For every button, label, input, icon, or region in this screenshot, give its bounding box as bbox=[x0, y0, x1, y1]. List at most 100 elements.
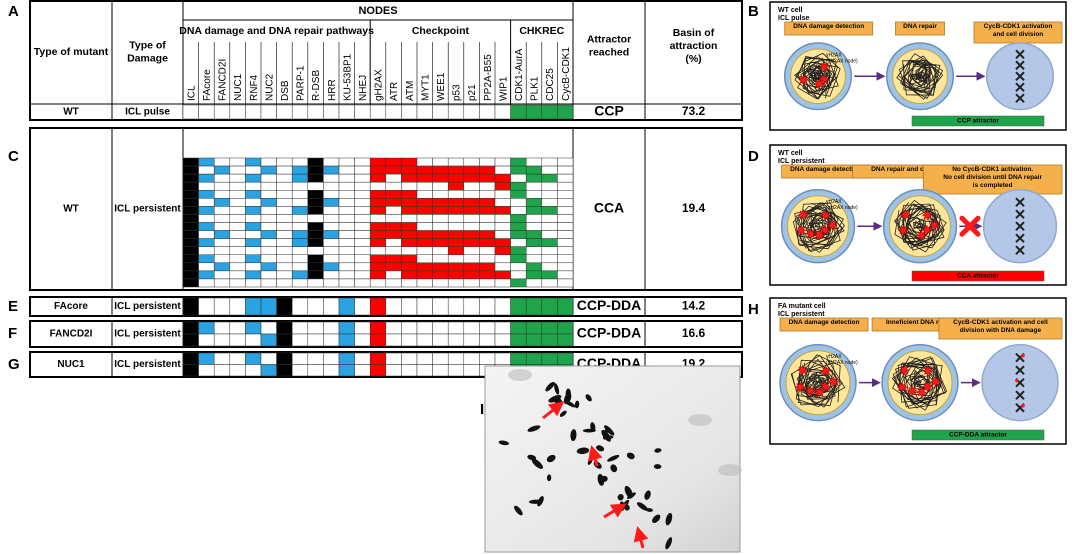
state-cell bbox=[369, 165, 387, 175]
state-cell bbox=[463, 321, 480, 335]
cell-type: WT cell bbox=[778, 7, 803, 14]
state-cell bbox=[479, 222, 496, 231]
state-cell bbox=[416, 254, 433, 264]
state-cell bbox=[369, 321, 387, 335]
state-cell bbox=[213, 254, 231, 264]
state-cell bbox=[229, 246, 246, 255]
state-cell bbox=[323, 297, 340, 316]
attractor: CCP-DDA bbox=[577, 325, 642, 341]
state-cell bbox=[510, 157, 527, 167]
state-cell bbox=[323, 352, 340, 365]
state-cell bbox=[323, 254, 340, 264]
state-cell bbox=[338, 333, 355, 347]
state-cell bbox=[245, 254, 262, 264]
node-label: HRR bbox=[327, 79, 338, 101]
state-cell bbox=[245, 190, 262, 199]
step-label: DNA damage detection bbox=[789, 319, 860, 326]
damage-spot bbox=[827, 375, 840, 388]
chromosome-blob bbox=[610, 464, 618, 473]
state-cell bbox=[479, 270, 496, 280]
damage-spot bbox=[906, 385, 918, 397]
state-cell bbox=[494, 246, 511, 255]
state-cell bbox=[401, 181, 418, 191]
label: Basin of bbox=[673, 27, 715, 39]
chromosome-blob bbox=[652, 514, 661, 523]
state-cell bbox=[291, 364, 309, 377]
state-cell bbox=[510, 278, 527, 288]
state-cell bbox=[416, 157, 433, 167]
damage-spot bbox=[813, 229, 826, 242]
state-cell bbox=[276, 104, 293, 120]
chromatin bbox=[900, 58, 939, 95]
state-cell bbox=[229, 206, 246, 215]
node-label: CycB-CDK1 bbox=[561, 47, 572, 101]
state-cell bbox=[479, 352, 496, 365]
state-cell bbox=[323, 222, 340, 231]
state-cell bbox=[432, 181, 449, 191]
state-cell bbox=[385, 352, 402, 365]
state-cell bbox=[307, 157, 324, 167]
state-cell bbox=[229, 104, 246, 120]
panel-letter: F bbox=[8, 325, 17, 342]
state-cell bbox=[260, 246, 277, 255]
state-cell bbox=[260, 214, 277, 223]
state-cell bbox=[198, 270, 215, 280]
state-cell bbox=[307, 364, 324, 377]
state-cell bbox=[245, 297, 262, 316]
state-cell bbox=[245, 214, 262, 223]
row-frame bbox=[29, 320, 743, 348]
chromosome-blob bbox=[602, 435, 614, 440]
state-cell bbox=[557, 321, 574, 335]
state-cell bbox=[557, 198, 574, 207]
state-cell bbox=[229, 230, 246, 239]
state-cell bbox=[260, 104, 277, 120]
damage-spot bbox=[915, 386, 928, 399]
step-box bbox=[895, 21, 945, 36]
state-cell bbox=[385, 157, 402, 167]
state-cell bbox=[541, 321, 558, 335]
state-cell bbox=[307, 206, 324, 215]
state-cell bbox=[245, 321, 262, 335]
damage-spot bbox=[929, 375, 942, 388]
state-cell bbox=[541, 214, 558, 223]
state-cell bbox=[510, 198, 527, 207]
annotation: γH2AX bbox=[826, 354, 842, 360]
state-cell bbox=[323, 333, 340, 347]
state-cell bbox=[198, 238, 215, 247]
damage: ICL persistent bbox=[114, 204, 181, 215]
mutant: FAcore bbox=[54, 301, 88, 312]
chromosome-blob bbox=[644, 490, 651, 500]
label: reached bbox=[589, 46, 629, 58]
state-cell bbox=[229, 157, 246, 167]
state-cell bbox=[494, 352, 511, 365]
state-cell bbox=[338, 254, 355, 264]
chromosome-blob bbox=[585, 394, 592, 402]
state-cell bbox=[276, 165, 293, 175]
damage-spot bbox=[797, 208, 810, 221]
state-cell bbox=[479, 173, 496, 183]
state-cell bbox=[557, 262, 574, 272]
state-cell bbox=[401, 262, 418, 272]
state-cell bbox=[432, 364, 449, 377]
state-cell bbox=[369, 352, 387, 365]
chromosome bbox=[1015, 60, 1025, 70]
damage-spot bbox=[818, 61, 831, 73]
step-label: is completed bbox=[973, 182, 1013, 189]
state-cell bbox=[385, 173, 402, 183]
state-cell bbox=[494, 297, 511, 316]
state-cell bbox=[307, 321, 324, 335]
state-cell bbox=[229, 254, 246, 264]
row-frame bbox=[29, 127, 743, 291]
state-cell bbox=[276, 206, 293, 215]
state-cell bbox=[354, 198, 371, 207]
step-label: division with DNA damage bbox=[960, 327, 1042, 334]
state-cell bbox=[369, 262, 387, 272]
state-cell bbox=[432, 230, 449, 239]
cell-type: WT cell bbox=[778, 150, 803, 157]
state-cell bbox=[447, 190, 465, 199]
chromatin bbox=[795, 202, 845, 253]
attractor-label: CCA attractor bbox=[957, 273, 999, 280]
state-cell bbox=[416, 230, 433, 239]
state-cell bbox=[557, 230, 574, 239]
node-label: gH2AX bbox=[374, 69, 385, 101]
